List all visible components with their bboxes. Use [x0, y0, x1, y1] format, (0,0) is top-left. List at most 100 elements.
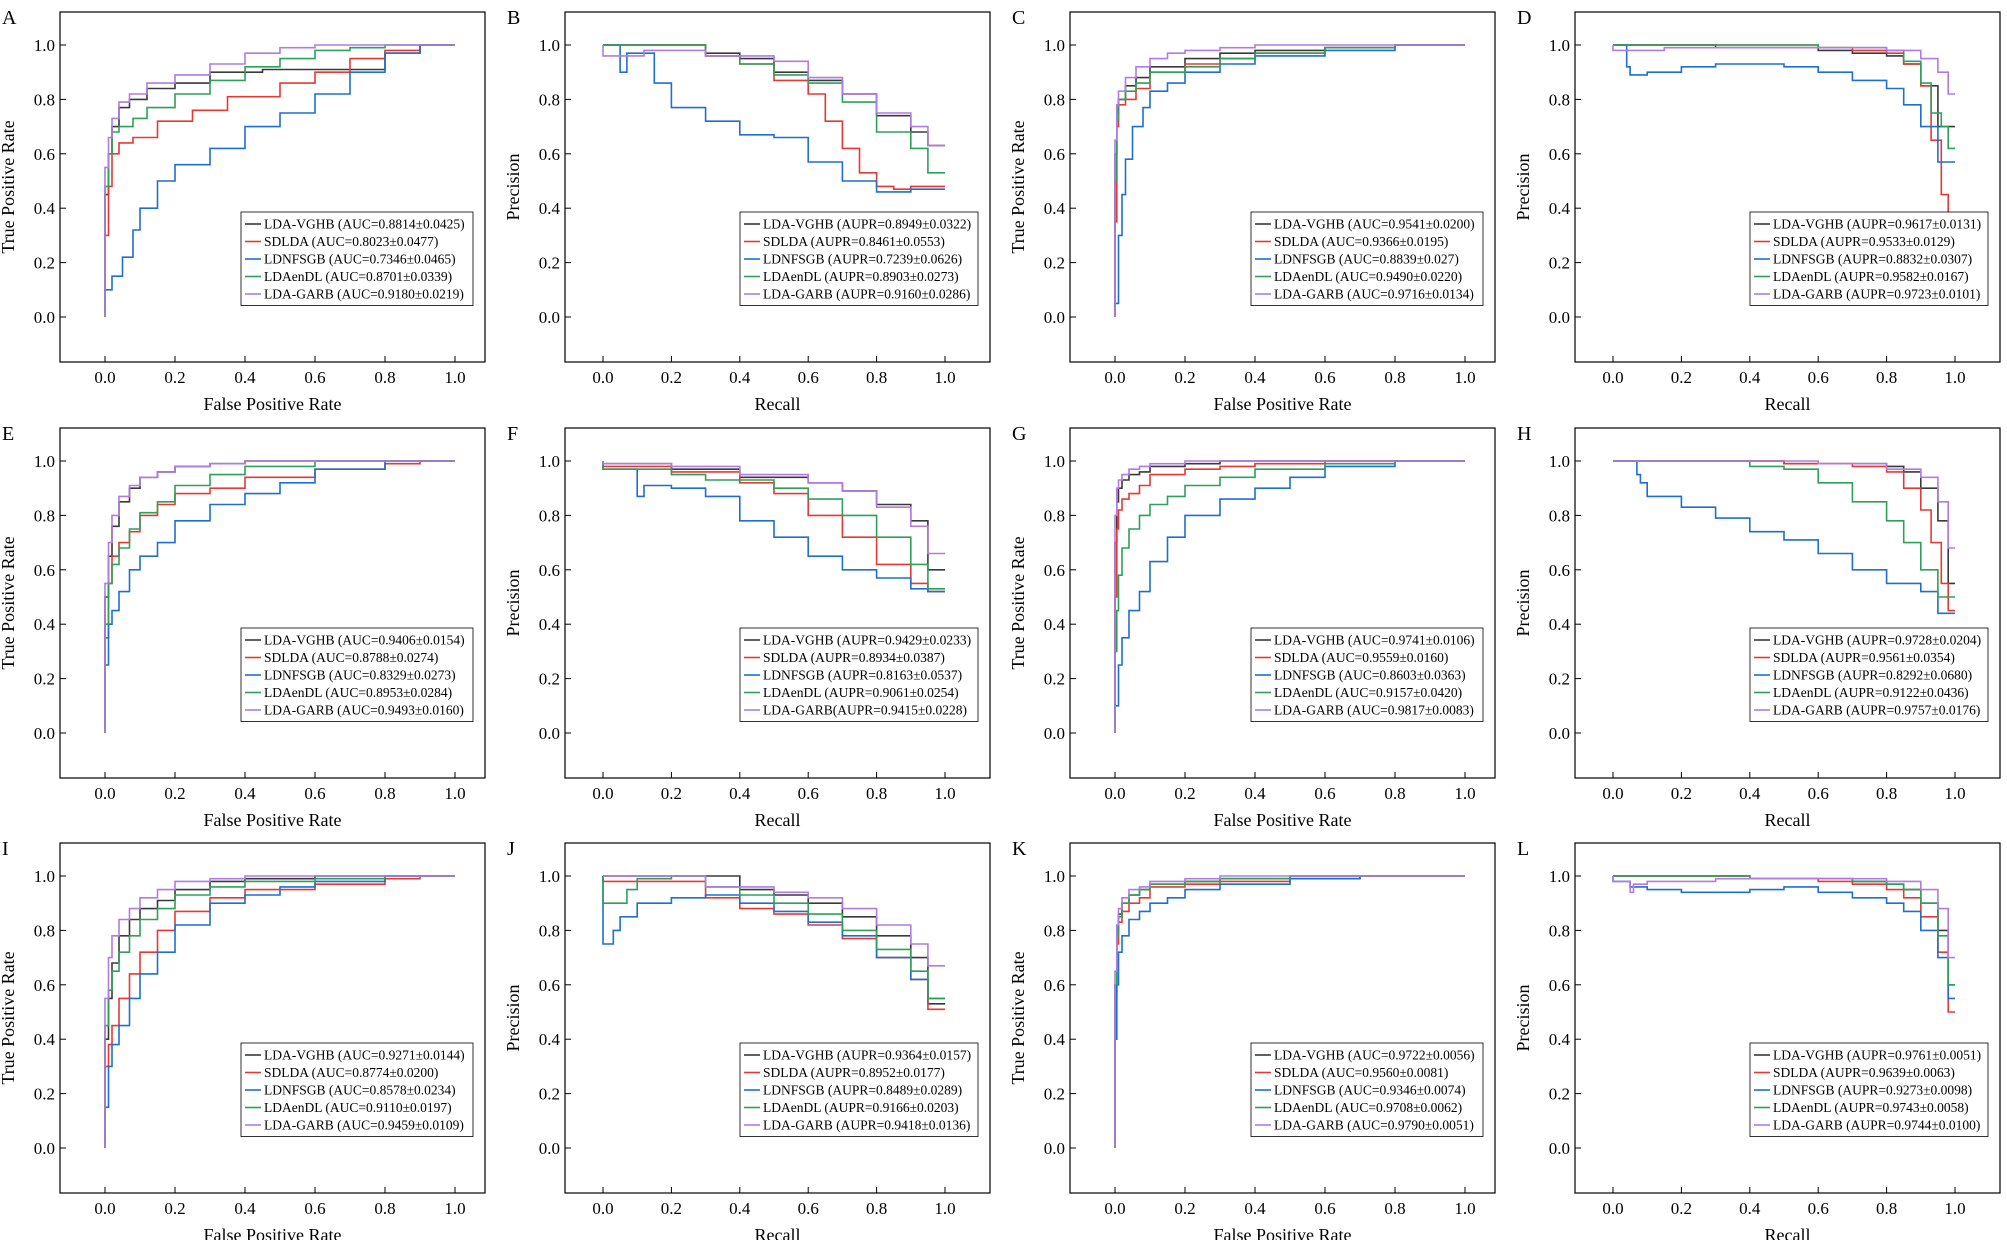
- plot-frame: [564, 427, 991, 779]
- x-tick-label: 0.8: [866, 1199, 887, 1218]
- panel-letter: A: [2, 7, 17, 29]
- x-tick-label: 0.8: [1876, 1199, 1897, 1218]
- x-tick-label: 0.8: [1876, 368, 1897, 387]
- y-tick-label: 0.0: [1549, 724, 1570, 743]
- x-tick-label: 0.2: [1671, 1199, 1692, 1218]
- y-axis-label: Precision: [1513, 154, 1533, 221]
- y-tick-label: 0.8: [539, 90, 560, 109]
- x-tick-label: 0.8: [1384, 368, 1405, 387]
- y-tick-label: 0.2: [539, 670, 560, 689]
- y-tick-label: 0.4: [539, 199, 561, 218]
- y-tick-label: 0.0: [539, 1139, 560, 1158]
- legend-label: LDNFSGB (AUPR=0.9273±0.0098): [1773, 1083, 1972, 1098]
- x-tick-label: 0.0: [592, 1199, 613, 1218]
- x-tick-label: 0.2: [1174, 784, 1195, 803]
- y-tick-label: 0.2: [1549, 254, 1570, 273]
- x-axis-label: False Positive Rate: [204, 394, 342, 414]
- y-tick-label: 1.0: [1549, 452, 1570, 471]
- x-tick-label: 0.6: [1314, 784, 1335, 803]
- x-tick-label: 1.0: [934, 784, 955, 803]
- chart-panel-k: K 0.0 0.2 0.4 0.6 0.8 1.0 0.0 0.2 0.4 0.6 0.8 1.0 Fal…: [1008, 838, 1496, 1240]
- panel-letter: C: [1012, 7, 1025, 29]
- x-tick-label: 0.4: [1244, 1199, 1266, 1218]
- series-line-ldnfsgb: [1612, 876, 1955, 1000]
- series-line-lda-garb: [602, 461, 945, 555]
- x-tick-label: 0.2: [164, 784, 185, 803]
- y-tick-label: 0.6: [539, 145, 560, 164]
- x-axis-label: Recall: [1765, 394, 1811, 414]
- x-tick-label: 0.4: [1244, 368, 1266, 387]
- series-line-lda-vghb: [602, 461, 945, 571]
- legend-label: LDNFSGB (AUC=0.9346±0.0074): [1274, 1083, 1466, 1098]
- x-tick-label: 1.0: [934, 368, 955, 387]
- y-axis-label: Precision: [1513, 570, 1533, 637]
- series-line-sdlda: [1613, 44, 1955, 215]
- y-axis-label: True Positive Rate: [1008, 536, 1028, 669]
- x-tick-label: 0.6: [1808, 784, 1829, 803]
- y-tick-label: 0.8: [1549, 921, 1570, 940]
- panel-letter: D: [1517, 7, 1531, 29]
- y-tick-label: 0.6: [1549, 145, 1570, 164]
- legend-label: LDNFSGB (AUPR=0.8489±0.0289): [763, 1083, 962, 1098]
- y-tick-label: 0.2: [1549, 670, 1570, 689]
- legend-label: SDLDA (AUC=0.9559±0.0160): [1274, 650, 1448, 665]
- x-tick-label: 0.8: [866, 784, 887, 803]
- x-tick-label: 0.4: [1739, 1199, 1761, 1218]
- plot-frame: [1069, 427, 1496, 779]
- series-line-ldnfsgb: [1613, 44, 1955, 163]
- y-tick-label: 0.6: [1549, 561, 1570, 580]
- x-tick-label: 0.0: [592, 784, 613, 803]
- y-tick-label: 0.8: [34, 90, 55, 109]
- series-line-ldnfsgb: [602, 876, 945, 1000]
- series-line-lda-garb: [104, 875, 455, 1148]
- x-tick-label: 0.6: [798, 368, 819, 387]
- plot-frame: [1069, 842, 1496, 1194]
- series-line-lda-garb: [1613, 460, 1955, 549]
- legend-label: SDLDA (AUPR=0.9639±0.0063): [1773, 1065, 1955, 1080]
- panel-letter: I: [2, 838, 9, 860]
- legend-label: LDAenDL (AUPR=0.9122±0.0436): [1773, 685, 1969, 700]
- y-axis-label: True Positive Rate: [0, 951, 18, 1084]
- legend-label: LDA-GARB (AUC=0.9180±0.0219): [264, 287, 464, 302]
- x-axis-label: False Positive Rate: [1214, 394, 1352, 414]
- legend-label: SDLDA (AUPR=0.8934±0.0387): [763, 650, 945, 665]
- y-tick-label: 0.8: [1549, 506, 1570, 525]
- x-tick-label: 0.4: [729, 1199, 751, 1218]
- chart-panel-b: B 0.0 0.2 0.4 0.6 0.8 1.0 0.0 0.2 0.4 0.6 0.8 1.0 Rec…: [503, 7, 991, 414]
- legend-label: SDLDA (AUPR=0.8461±0.0553): [763, 234, 945, 249]
- y-tick-label: 0.2: [1044, 670, 1065, 689]
- legend-label: LDA-GARB (AUC=0.9716±0.0134): [1274, 287, 1474, 302]
- y-tick-label: 0.0: [34, 1139, 55, 1158]
- x-tick-label: 0.4: [1739, 784, 1761, 803]
- x-axis-label: Recall: [755, 394, 801, 414]
- y-tick-label: 0.6: [34, 561, 55, 580]
- legend-label: LDNFSGB (AUPR=0.8832±0.0307): [1773, 252, 1972, 267]
- y-tick-label: 0.8: [1044, 921, 1065, 940]
- y-tick-label: 0.8: [1549, 90, 1570, 109]
- legend-label: LDA-VGHB (AUC=0.9722±0.0056): [1274, 1048, 1475, 1063]
- legend-label: SDLDA (AUPR=0.9533±0.0129): [1773, 234, 1955, 249]
- y-tick-label: 0.2: [1044, 1085, 1065, 1104]
- y-tick-label: 0.4: [1549, 199, 1571, 218]
- y-tick-label: 0.6: [1044, 145, 1065, 164]
- y-tick-label: 0.2: [1044, 254, 1065, 273]
- chart-panel-l: L 0.0 0.2 0.4 0.6 0.8 1.0 0.0 0.2 0.4 0.6 0.8 1.0 Rec…: [1513, 838, 2001, 1240]
- legend-label: LDNFSGB (AUC=0.7346±0.0465): [264, 252, 456, 267]
- y-axis-label: Precision: [503, 985, 523, 1052]
- panel-letter: J: [507, 838, 515, 860]
- legend-box: [1250, 1042, 1484, 1137]
- legend-label: LDA-GARB (AUPR=0.9744±0.0100): [1773, 1118, 1980, 1133]
- y-tick-label: 0.0: [539, 724, 560, 743]
- x-tick-label: 1.0: [1944, 1199, 1965, 1218]
- y-tick-label: 0.4: [34, 199, 56, 218]
- y-tick-label: 0.0: [1044, 724, 1065, 743]
- chart-panel-c: C 0.0 0.2 0.4 0.6 0.8 1.0 0.0 0.2 0.4 0.6 0.8 1.0 Fal…: [1008, 7, 1496, 414]
- series-line-lda-garb: [104, 460, 455, 733]
- x-tick-label: 0.2: [661, 1199, 682, 1218]
- x-tick-label: 1.0: [1454, 1199, 1475, 1218]
- x-tick-label: 0.0: [1104, 368, 1125, 387]
- y-tick-label: 0.2: [539, 1085, 560, 1104]
- y-tick-label: 0.0: [539, 308, 560, 327]
- legend-box: [739, 1042, 979, 1137]
- x-tick-label: 1.0: [1944, 368, 1965, 387]
